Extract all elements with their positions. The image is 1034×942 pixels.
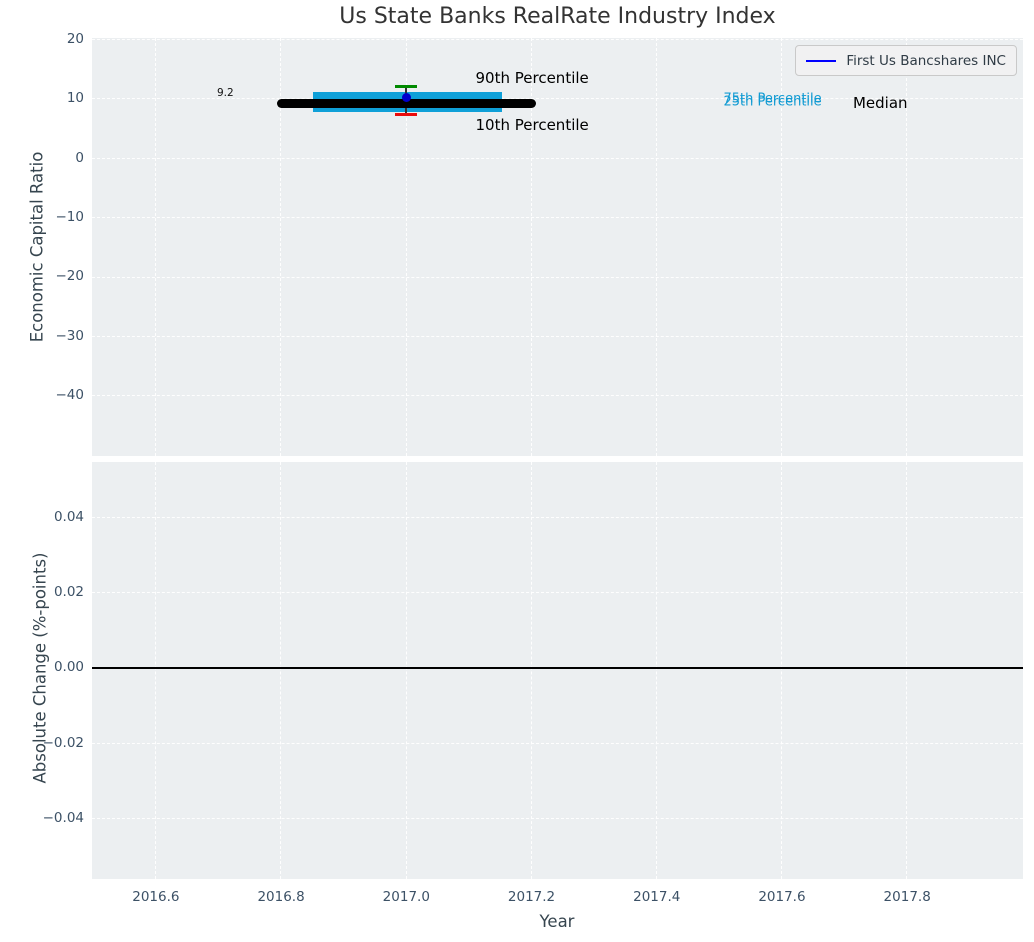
x-tick-label: 2017.8 bbox=[883, 889, 931, 905]
legend-label: First Us Bancshares INC bbox=[846, 52, 1006, 69]
y-tick-label: 0.02 bbox=[53, 583, 84, 600]
v-gridline bbox=[155, 38, 157, 456]
y-tick-label: −20 bbox=[55, 268, 85, 285]
annotation-10th-percentile: 10th Percentile bbox=[475, 116, 589, 135]
top-y-axis-label: Economic Capital Ratio bbox=[27, 151, 47, 343]
h-gridline bbox=[92, 516, 1023, 518]
v-gridline bbox=[655, 462, 657, 879]
v-gridline bbox=[530, 462, 532, 879]
v-gridline bbox=[655, 38, 657, 456]
y-tick-label: −30 bbox=[55, 327, 85, 344]
v-gridline bbox=[906, 462, 908, 879]
x-tick-label: 2017.2 bbox=[507, 889, 556, 905]
h-gridline bbox=[92, 157, 1023, 159]
legend: First Us Bancshares INC bbox=[795, 45, 1017, 76]
top-axes: First Us Bancshares INC 9.2 90th Percenti… bbox=[92, 38, 1023, 456]
legend-line-icon bbox=[806, 59, 837, 62]
h-gridline bbox=[92, 592, 1023, 594]
x-tick-label: 2017.0 bbox=[382, 889, 430, 905]
v-gridline bbox=[405, 38, 407, 456]
v-gridline bbox=[781, 462, 783, 879]
annotation-90th-percentile: 90th Percentile bbox=[475, 68, 589, 87]
y-tick-label: −10 bbox=[55, 208, 85, 225]
v-gridline bbox=[906, 38, 908, 456]
zero-baseline bbox=[92, 667, 1023, 670]
y-tick-label: −0.04 bbox=[42, 809, 84, 826]
annotation-25th-percentile: 25th Percentile bbox=[723, 94, 822, 110]
y-tick-label: −40 bbox=[55, 387, 85, 404]
h-gridline bbox=[92, 39, 1023, 41]
y-tick-label: 20 bbox=[66, 30, 84, 47]
x-tick-label: 2017.4 bbox=[633, 889, 681, 905]
annotation-median: Median bbox=[852, 94, 908, 113]
x-tick-label: 2017.6 bbox=[758, 889, 806, 905]
annotation-75th-percentile: 75th Percentile bbox=[723, 91, 822, 107]
v-gridline bbox=[280, 38, 282, 456]
x-tick-label: 2016.8 bbox=[257, 889, 305, 905]
p90-cap-green bbox=[395, 84, 418, 89]
x-axis-label: Year bbox=[539, 912, 575, 931]
h-gridline bbox=[92, 742, 1023, 744]
x-tick-label: 2016.6 bbox=[132, 889, 180, 905]
v-gridline bbox=[405, 462, 407, 879]
v-gridline bbox=[781, 38, 783, 456]
v-gridline bbox=[530, 38, 532, 456]
y-tick-label: 0.00 bbox=[53, 659, 84, 676]
chart-title: Us State Banks RealRate Industry Index bbox=[339, 4, 776, 29]
annotation-9-2: 9.2 bbox=[216, 87, 234, 100]
y-tick-label: 0 bbox=[75, 149, 84, 166]
bottom-axes bbox=[92, 462, 1023, 879]
h-gridline bbox=[92, 276, 1023, 278]
v-gridline bbox=[280, 462, 282, 879]
h-gridline bbox=[92, 98, 1023, 100]
h-gridline bbox=[92, 335, 1023, 337]
p10-cap-red bbox=[395, 112, 418, 117]
v-gridline bbox=[155, 462, 157, 879]
y-tick-label: 0.04 bbox=[53, 508, 84, 525]
y-tick-label: 10 bbox=[66, 90, 84, 107]
company-data-point bbox=[401, 92, 411, 102]
h-gridline bbox=[92, 217, 1023, 219]
h-gridline bbox=[92, 818, 1023, 820]
y-tick-label: −0.02 bbox=[42, 734, 84, 751]
median-line bbox=[276, 99, 536, 109]
h-gridline bbox=[92, 395, 1023, 397]
